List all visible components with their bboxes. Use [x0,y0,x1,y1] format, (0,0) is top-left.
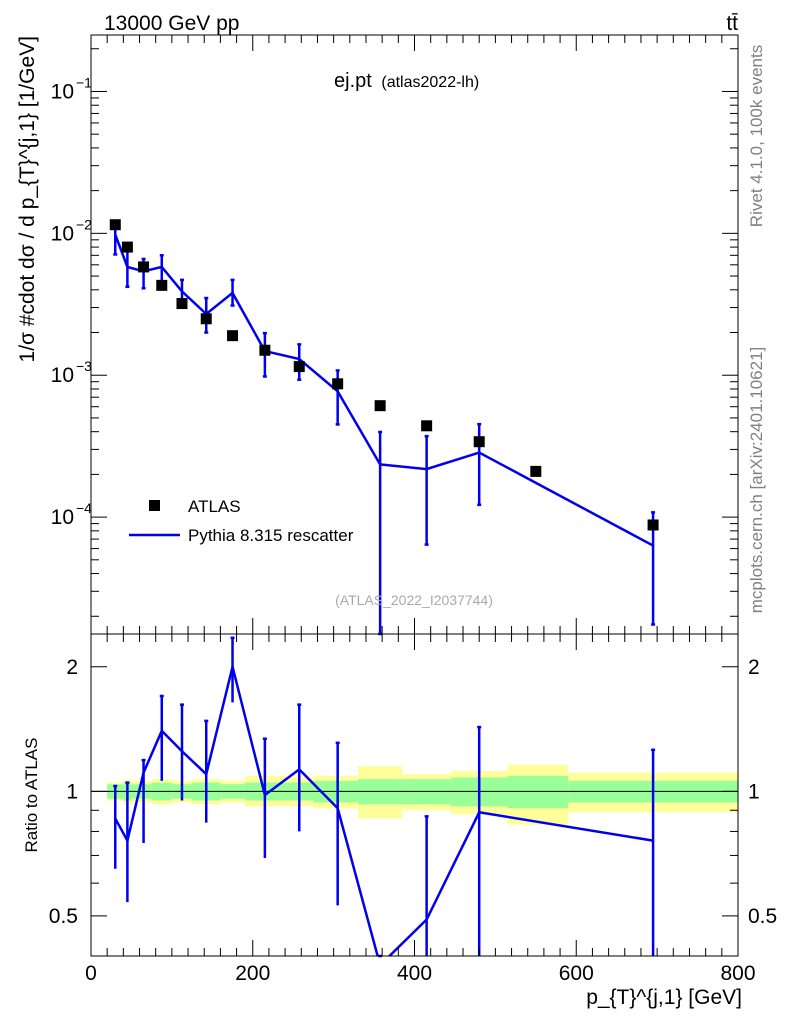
x-tick-label: 200 [235,962,270,985]
atlas-marker [332,378,344,390]
atlas-marker [121,241,133,253]
y-tick-label-exponent: −1 [76,74,92,90]
atlas-marker [259,344,271,356]
plot-title: ej.pt (atlas2022-lh) [334,70,479,92]
y-tick-label: 10 [51,506,74,529]
y-tick-label-exponent: −4 [76,500,92,516]
atlas-marker [473,436,485,448]
ratio-y-tick-label: 0.5 [49,905,78,928]
atlas-marker [200,313,212,325]
ratio-line [114,666,654,956]
x-tick-label: 0 [85,962,97,985]
atlas-marker [109,219,121,231]
ratio-band-inner [507,775,569,809]
ratio-y-tick-label-right: 2 [748,656,760,679]
plot-title-main: ej.pt [334,70,372,92]
ratio-y-tick-label: 2 [66,656,78,679]
ratio-plot: 0.5 0.51 12 2 0 200 400 600 800 Ratio to ATLAS … [22,633,777,1009]
main-marks [109,219,659,636]
y-tick-label: 10 [51,222,74,245]
legend-atlas-label: ATLAS [188,497,241,516]
x-tick-label: 400 [397,962,432,985]
atlas-marker [227,330,239,342]
x-axis-label: p_{T}^{j,1} [GeV] [586,986,742,1009]
ratio-y-tick-label: 1 [66,780,78,803]
atlas-marker [176,298,188,310]
atlas-marker [421,420,433,432]
y-tick-label-exponent: −2 [76,216,92,232]
rivet-label: Rivet 4.1.0, 100k events [747,45,766,227]
ratio-marks [113,636,656,958]
y-tick-label: 10 [51,80,74,103]
atlas-marker [374,400,386,412]
ratio-y-label: Ratio to ATLAS [22,738,41,853]
legend: ATLAS Pythia 8.315 rescatter [129,497,354,545]
process-label: tt̄ [726,12,738,35]
x-tick-labels: 0 200 400 600 800 [85,962,755,985]
x-tick-label: 600 [559,962,594,985]
legend-atlas-marker [149,500,160,511]
main-ticks [90,35,739,634]
mcplots-label: mcplots.cern.ch [arXiv:2401.10621] [747,347,766,613]
ratio-y-tick-labels: 0.5 0.5 1 1 2 2 [49,656,777,928]
y-tick-label-exponent: −3 [76,358,92,374]
ratio-y-tick-label-right: 1 [748,780,760,803]
legend-pythia-label: Pythia 8.315 rescatter [188,526,354,545]
atlas-marker [647,519,659,531]
y-tick-label: 10 [51,364,74,387]
atlas-marker [293,361,305,373]
main-y-tick-labels: 10−110−210−310−4 [51,74,93,529]
ratio-y-tick-label-right: 0.5 [748,905,777,928]
x-tick-label: 800 [720,962,755,985]
energy-label: 13000 GeV pp [104,12,239,35]
atlas-marker [156,279,168,291]
atlas-marker [138,261,150,273]
main-plot: 10−110−210−310−4 ej.pt (atlas2022-lh) (A… [16,34,739,636]
ratio-ticks [90,634,739,957]
analysis-label: (ATLAS_2022_I2037744) [335,592,493,608]
y-axis-label: 1/σ #cdot dσ / d p_{T}^{j,1} [1/GeV] [16,36,39,362]
plot-subtitle: (atlas2022-lh) [381,74,479,91]
atlas-marker [530,465,542,477]
